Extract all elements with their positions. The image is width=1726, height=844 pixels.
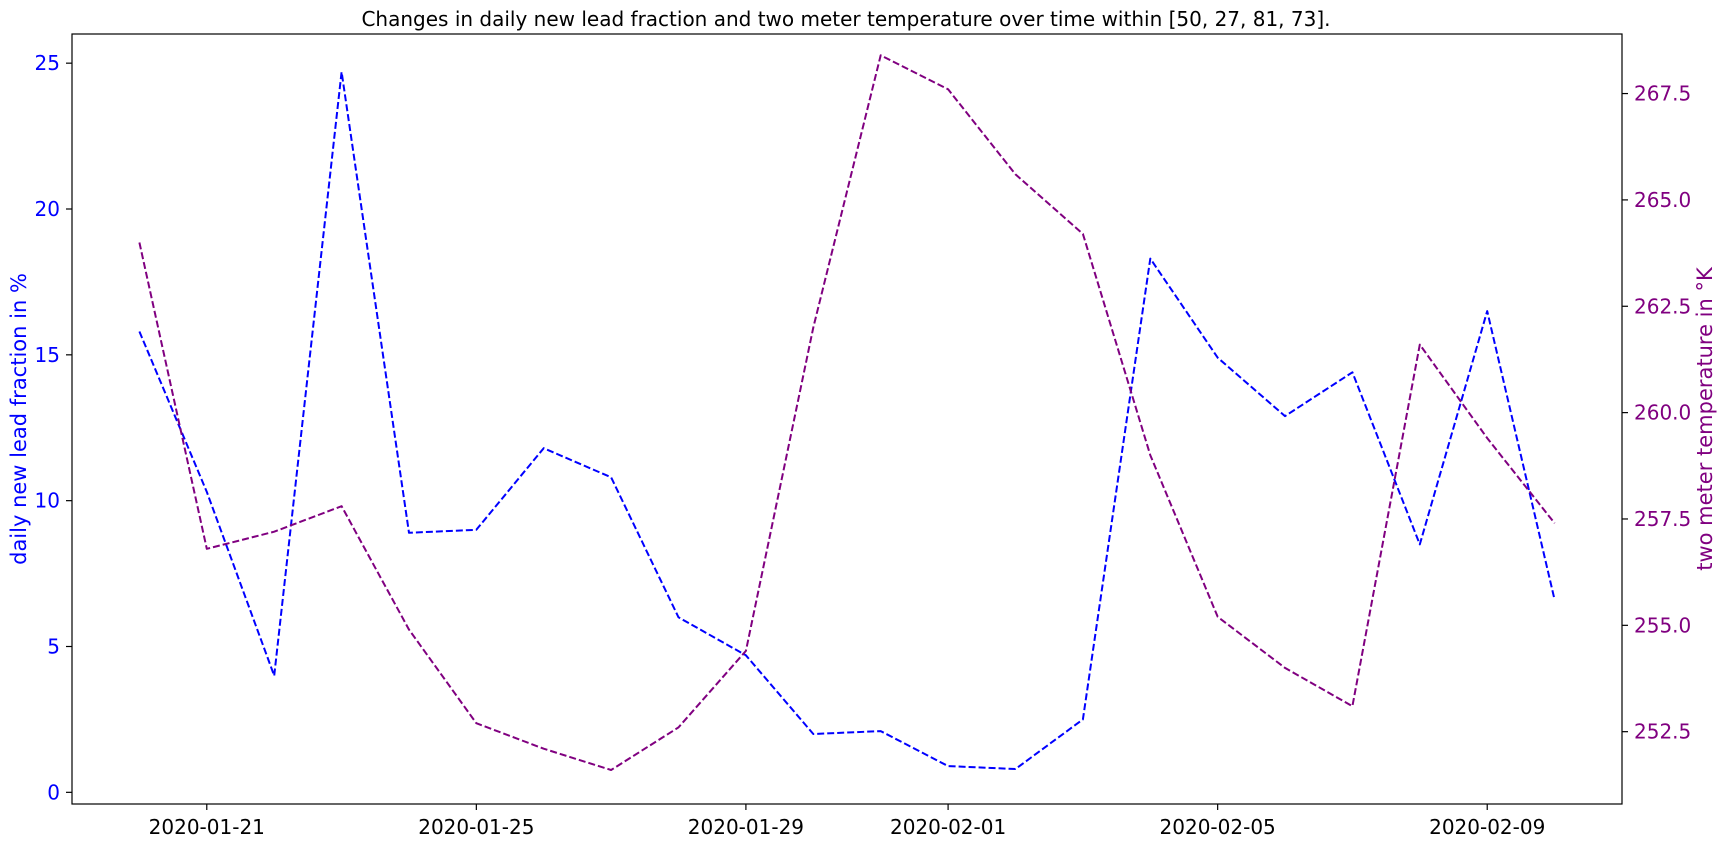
y-right-tick-label: 257.5: [1634, 507, 1691, 531]
y-left-tick-label: 10: [35, 489, 60, 513]
y-axis-right-label: two meter temperature in °K: [1693, 266, 1717, 571]
y-left-tick-label: 20: [35, 197, 60, 221]
plot-area: [138, 54, 1556, 771]
y-axis-left-label: daily new lead fraction in %: [7, 273, 31, 565]
y-axis-left: 0 5 10 15 20 25: [35, 51, 72, 804]
plot-frame: [71, 33, 1623, 805]
chart-title: Changes in daily new lead fraction and t…: [361, 7, 1330, 31]
y-axis-right: 252.5 255.0 257.5 260.0 262.5 265.0 267.5: [1622, 82, 1691, 744]
y-right-tick-label: 267.5: [1634, 82, 1691, 106]
series-line-temperature: [138, 54, 1556, 771]
x-tick-label: 2020-01-29: [688, 815, 804, 839]
x-tick-label: 2020-01-25: [418, 815, 534, 839]
y-left-tick-label: 5: [47, 635, 60, 659]
y-right-tick-label: 262.5: [1634, 294, 1691, 318]
y-right-tick-label: 260.0: [1634, 401, 1691, 425]
y-right-tick-label: 255.0: [1634, 613, 1691, 637]
series-line-lead-fraction: [138, 70, 1556, 770]
x-axis: 2020-01-21 2020-01-25 2020-01-29 2020-02-01…: [149, 804, 1545, 839]
y-right-tick-label: 252.5: [1634, 720, 1691, 744]
x-tick-label: 2020-02-01: [890, 815, 1006, 839]
y-left-tick-label: 25: [35, 51, 60, 75]
x-tick-label: 2020-01-21: [149, 815, 265, 839]
x-tick-label: 2020-02-09: [1429, 815, 1545, 839]
x-tick-label: 2020-02-05: [1160, 815, 1276, 839]
y-right-tick-label: 265.0: [1634, 188, 1691, 212]
y-left-tick-label: 0: [47, 780, 60, 804]
y-left-tick-label: 15: [35, 343, 60, 367]
